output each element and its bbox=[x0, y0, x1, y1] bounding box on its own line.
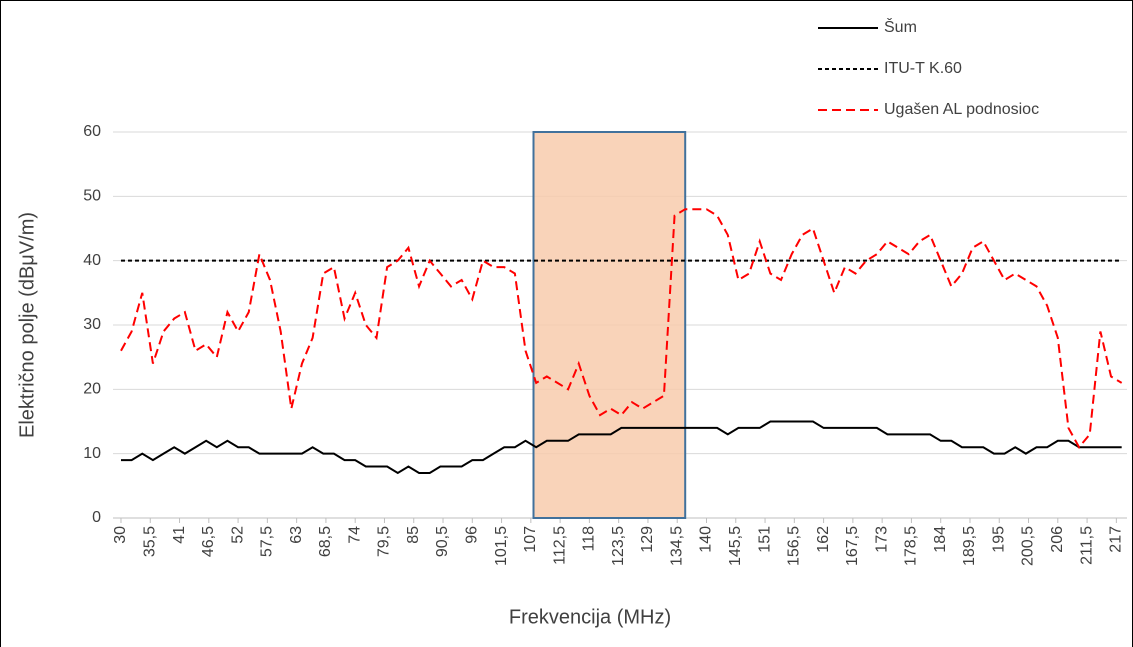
y-tick-label: 0 bbox=[92, 509, 101, 526]
x-tick-label: 123,5 bbox=[610, 526, 627, 566]
x-tick-label: 200,5 bbox=[1020, 526, 1037, 566]
series-line bbox=[120, 208, 1123, 450]
x-tick-label: 90,5 bbox=[434, 526, 451, 557]
legend-label: Šum bbox=[884, 17, 917, 36]
x-tick-label: 112,5 bbox=[551, 526, 568, 565]
x-tick-label: 118 bbox=[581, 526, 598, 552]
x-tick-label: 151 bbox=[756, 526, 773, 553]
x-tick-label: 79,5 bbox=[376, 526, 393, 557]
x-tick-label: 46,5 bbox=[200, 526, 217, 557]
y-tick-label: 20 bbox=[83, 381, 101, 398]
x-tick-label: 63 bbox=[288, 526, 305, 544]
x-tick-label: 140 bbox=[698, 526, 715, 553]
x-tick-label: 167,5 bbox=[844, 526, 861, 566]
x-tick-label: 189,5 bbox=[961, 526, 978, 566]
highlight-region bbox=[532, 131, 687, 519]
x-axis-title: Frekvencija (MHz) bbox=[509, 606, 671, 628]
x-tick-label: 101,5 bbox=[493, 526, 510, 566]
x-tick-label: 145,5 bbox=[727, 526, 744, 566]
x-tick-label: 107 bbox=[522, 526, 539, 553]
x-tick-label: 74 bbox=[346, 526, 363, 544]
x-tick-label: 162 bbox=[815, 526, 832, 553]
x-tick-label: 129 bbox=[639, 526, 656, 553]
y-tick-label: 10 bbox=[83, 445, 101, 462]
x-tick-label: 178,5 bbox=[903, 526, 920, 566]
x-tick-label: 35,5 bbox=[141, 526, 158, 557]
x-tick-label: 96 bbox=[464, 526, 481, 544]
x-tick-label: 156,5 bbox=[786, 526, 803, 566]
x-tick-label: 217 bbox=[1108, 526, 1125, 553]
x-tick-label: 211,5 bbox=[1078, 526, 1095, 565]
x-tick-label: 68,5 bbox=[317, 526, 334, 557]
x-tick-label: 52 bbox=[229, 526, 246, 544]
legend-label: ITU-T K.60 bbox=[884, 60, 962, 77]
y-axis-title: Električno polje (dBμV/m) bbox=[16, 212, 38, 438]
y-tick-label: 50 bbox=[83, 188, 101, 205]
x-tick-label: 30 bbox=[112, 526, 129, 544]
x-tick-label: 134,5 bbox=[668, 526, 685, 566]
y-tick-label: 40 bbox=[83, 252, 101, 269]
x-tick-label: 184 bbox=[932, 526, 949, 553]
y-tick-label: 60 bbox=[83, 123, 101, 140]
x-tick-label: 85 bbox=[405, 526, 422, 544]
x-tick-label: 173 bbox=[873, 526, 890, 553]
y-tick-label: 30 bbox=[83, 316, 101, 333]
x-tick-label: 41 bbox=[171, 526, 188, 544]
legend-label: Ugašen AL podnosioc bbox=[884, 101, 1039, 118]
series-line bbox=[120, 420, 1122, 475]
x-tick-label: 195 bbox=[990, 526, 1007, 553]
x-tick-label: 57,5 bbox=[259, 526, 276, 557]
x-tick-label: 206 bbox=[1049, 526, 1066, 553]
